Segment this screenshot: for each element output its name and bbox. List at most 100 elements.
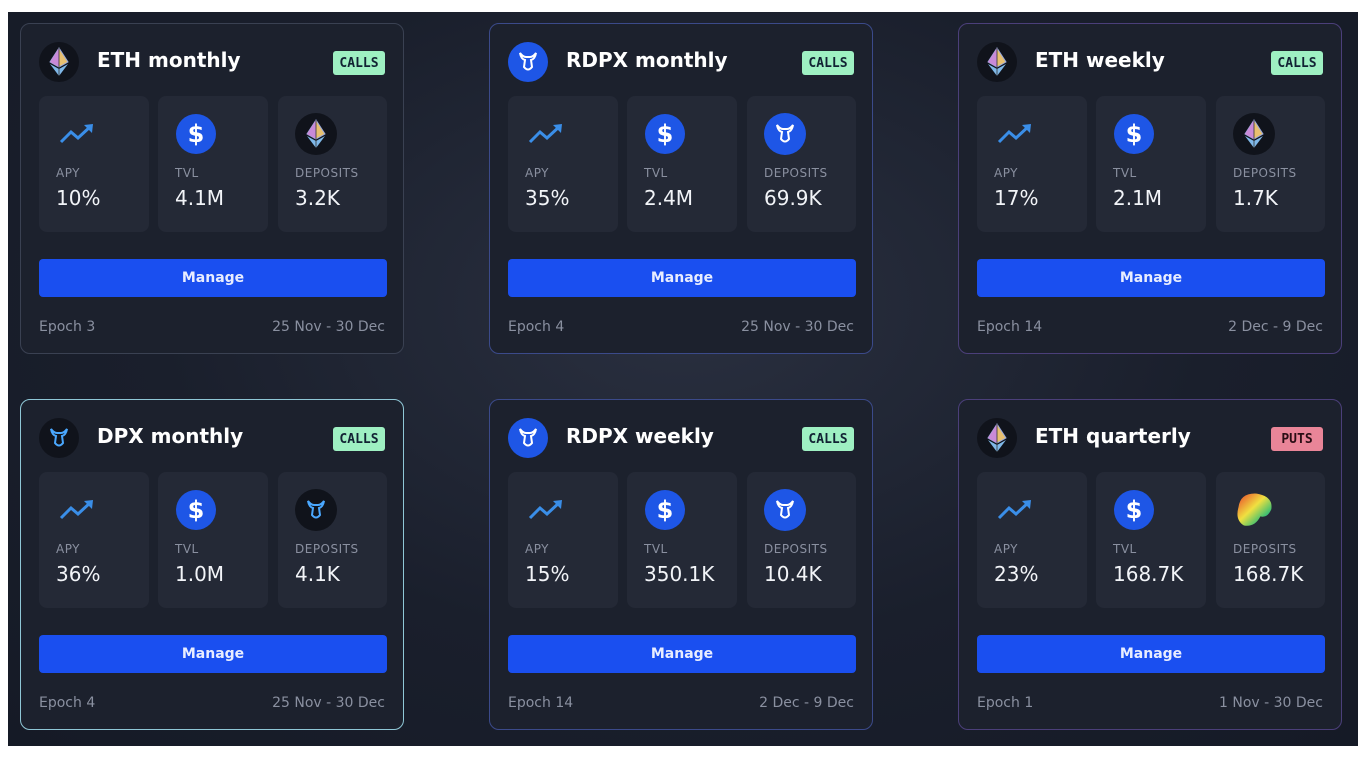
epoch-label: Epoch 14: [977, 319, 1043, 335]
dpx-icon: [295, 489, 337, 531]
apy-stat: APY 36%: [39, 472, 149, 608]
rdpx-icon: [508, 418, 548, 458]
manage-button[interactable]: Manage: [39, 635, 387, 673]
tvl-stat: $ TVL 1.0M: [158, 472, 268, 608]
vault-type-badge: CALLS: [333, 51, 385, 75]
vault-card: RDPX monthly CALLS APY 35% $ TVL 2.4M DE…: [489, 23, 873, 354]
apy-stat: APY 35%: [508, 96, 618, 232]
vault-card: DPX monthly CALLS APY 36% $ TVL 1.0M DEP…: [20, 399, 404, 730]
epoch-label: Epoch 1: [977, 695, 1034, 711]
tvl-label: TVL: [644, 166, 668, 180]
apy-stat: APY 15%: [508, 472, 618, 608]
vault-title: ETH weekly: [1035, 48, 1165, 72]
apy-value: 15%: [525, 562, 570, 586]
eth-icon: [977, 42, 1017, 82]
vault-type-badge: CALLS: [1271, 51, 1323, 75]
tvl-value: 168.7K: [1113, 562, 1184, 586]
vault-type-badge: PUTS: [1271, 427, 1323, 451]
apy-stat: APY 23%: [977, 472, 1087, 608]
deposits-stat: DEPOSITS 1.7K: [1216, 96, 1325, 232]
tvl-stat: $ TVL 2.1M: [1096, 96, 1206, 232]
deposits-stat: DEPOSITS 168.7K: [1216, 472, 1325, 608]
deposits-stat: DEPOSITS 10.4K: [747, 472, 856, 608]
apy-label: APY: [525, 542, 550, 556]
tvl-stat: $ TVL 168.7K: [1096, 472, 1206, 608]
apy-label: APY: [994, 166, 1019, 180]
epoch-dates: 2 Dec - 9 Dec: [759, 695, 854, 711]
trending-up-icon: [994, 113, 1036, 155]
dollar-icon: $: [1114, 114, 1154, 154]
deposits-stat: DEPOSITS 69.9K: [747, 96, 856, 232]
deposits-label: DEPOSITS: [764, 166, 828, 180]
vault-card: ETH quarterly PUTS APY 23% $ TVL 168.7K …: [958, 399, 1342, 730]
epoch-label: Epoch 14: [508, 695, 574, 711]
dollar-icon: $: [1114, 490, 1154, 530]
tvl-value: 350.1K: [644, 562, 715, 586]
apy-label: APY: [56, 166, 81, 180]
deposits-label: DEPOSITS: [295, 542, 359, 556]
vault-title: RDPX weekly: [566, 424, 714, 448]
tvl-stat: $ TVL 350.1K: [627, 472, 737, 608]
epoch-label: Epoch 4: [39, 695, 96, 711]
eth-icon: [295, 113, 337, 155]
apy-value: 35%: [525, 186, 570, 210]
tvl-label: TVL: [644, 542, 668, 556]
rdpx-icon: [508, 42, 548, 82]
vault-type-badge: CALLS: [333, 427, 385, 451]
deposits-label: DEPOSITS: [764, 542, 828, 556]
epoch-dates: 25 Nov - 30 Dec: [272, 319, 385, 335]
tvl-stat: $ TVL 4.1M: [158, 96, 268, 232]
epoch-label: Epoch 3: [39, 319, 96, 335]
dollar-icon: $: [645, 114, 685, 154]
deposits-label: DEPOSITS: [1233, 166, 1297, 180]
tvl-label: TVL: [1113, 542, 1137, 556]
tvl-value: 2.4M: [644, 186, 694, 210]
deposits-stat: DEPOSITS 4.1K: [278, 472, 387, 608]
tvl-label: TVL: [175, 542, 199, 556]
rdpx-icon: [764, 113, 806, 155]
apy-label: APY: [525, 166, 550, 180]
manage-button[interactable]: Manage: [508, 635, 856, 673]
tvl-value: 4.1M: [175, 186, 225, 210]
vault-type-badge: CALLS: [802, 427, 854, 451]
manage-button[interactable]: Manage: [39, 259, 387, 297]
deposits-label: DEPOSITS: [1233, 542, 1297, 556]
apy-label: APY: [56, 542, 81, 556]
trending-up-icon: [525, 113, 567, 155]
manage-button[interactable]: Manage: [977, 259, 1325, 297]
apy-label: APY: [994, 542, 1019, 556]
epoch-dates: 25 Nov - 30 Dec: [741, 319, 854, 335]
apy-stat: APY 10%: [39, 96, 149, 232]
vault-title: RDPX monthly: [566, 48, 728, 72]
eth-icon: [39, 42, 79, 82]
eth-icon: [977, 418, 1017, 458]
trending-up-icon: [56, 489, 98, 531]
vault-card: ETH weekly CALLS APY 17% $ TVL 2.1M DEPO…: [958, 23, 1342, 354]
vault-title: ETH quarterly: [1035, 424, 1191, 448]
apy-value: 23%: [994, 562, 1039, 586]
tvl-value: 1.0M: [175, 562, 225, 586]
trending-up-icon: [994, 489, 1036, 531]
vault-title: DPX monthly: [97, 424, 244, 448]
apy-stat: APY 17%: [977, 96, 1087, 232]
dpx-icon: [39, 418, 79, 458]
manage-button[interactable]: Manage: [977, 635, 1325, 673]
epoch-dates: 1 Nov - 30 Dec: [1219, 695, 1323, 711]
manage-button[interactable]: Manage: [508, 259, 856, 297]
deposits-label: DEPOSITS: [295, 166, 359, 180]
trending-up-icon: [56, 113, 98, 155]
epoch-label: Epoch 4: [508, 319, 565, 335]
deposits-value: 1.7K: [1233, 186, 1278, 210]
deposits-value: 168.7K: [1233, 562, 1304, 586]
dollar-icon: $: [645, 490, 685, 530]
vault-type-badge: CALLS: [802, 51, 854, 75]
tvl-label: TVL: [175, 166, 199, 180]
dollar-icon: $: [176, 114, 216, 154]
deposits-value: 10.4K: [764, 562, 822, 586]
eth-icon: [1233, 113, 1275, 155]
deposits-value: 4.1K: [295, 562, 340, 586]
rdpx-icon: [764, 489, 806, 531]
tvl-label: TVL: [1113, 166, 1137, 180]
trending-up-icon: [525, 489, 567, 531]
vault-card: RDPX weekly CALLS APY 15% $ TVL 350.1K D…: [489, 399, 873, 730]
